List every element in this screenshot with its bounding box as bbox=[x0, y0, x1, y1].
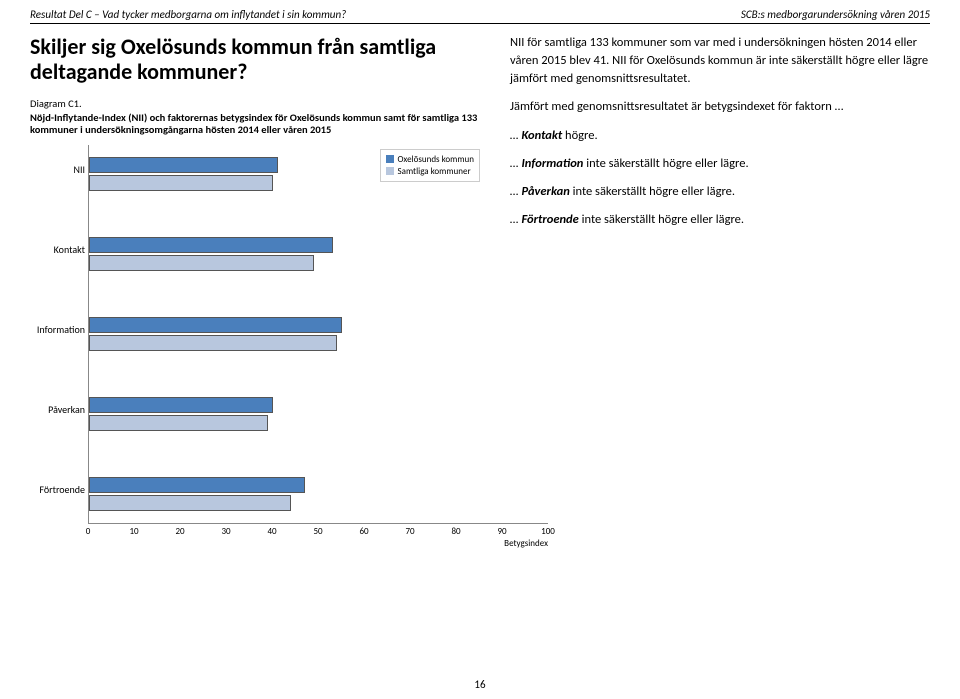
category-label: Förtroende bbox=[31, 483, 85, 496]
x-tick: 80 bbox=[451, 526, 460, 537]
x-tick: 90 bbox=[497, 526, 506, 537]
bar-series1 bbox=[89, 397, 273, 413]
page-number: 16 bbox=[474, 678, 485, 691]
page-header: Resultat Del C – Vad tycker medborgarna … bbox=[30, 0, 930, 24]
bar-series2 bbox=[89, 495, 291, 511]
page-title: Skiljer sig Oxelösunds kommun från samtl… bbox=[30, 34, 490, 85]
category-label: Kontakt bbox=[31, 243, 85, 256]
bullet-tail: inte säkerställt högre eller lägre. bbox=[583, 156, 748, 171]
x-tick: 10 bbox=[129, 526, 138, 537]
bar-series2 bbox=[89, 415, 268, 431]
x-axis-label: Betygsindex bbox=[504, 538, 548, 549]
category-label: NII bbox=[31, 163, 85, 176]
x-tick: 50 bbox=[313, 526, 322, 537]
bullet-line: … Information inte säkerställt högre ell… bbox=[510, 155, 930, 173]
x-tick: 70 bbox=[405, 526, 414, 537]
bar-series1 bbox=[89, 237, 333, 253]
header-right: SCB:s medborgarundersökning våren 2015 bbox=[741, 8, 930, 21]
bar-series2 bbox=[89, 255, 314, 271]
bullet-tail: inte säkerställt högre eller lägre. bbox=[570, 184, 735, 199]
bar-series1 bbox=[89, 477, 305, 493]
bar-chart: Oxelösunds kommun Samtliga kommuner NIIK… bbox=[30, 145, 490, 551]
x-tick: 0 bbox=[86, 526, 91, 537]
category-label: Påverkan bbox=[31, 403, 85, 416]
bullet-tail: inte säkerställt högre eller lägre. bbox=[579, 212, 744, 227]
bar-series2 bbox=[89, 175, 273, 191]
right-column: NII för samtliga 133 kommuner som var me… bbox=[510, 34, 930, 551]
chart-x-axis: Betygsindex 0102030405060708090100 bbox=[88, 523, 548, 551]
ellipsis: … bbox=[510, 128, 521, 143]
bullet-line: … Kontakt högre. bbox=[510, 127, 930, 145]
bar-series1 bbox=[89, 157, 278, 173]
bar-series2 bbox=[89, 335, 337, 351]
x-tick: 60 bbox=[359, 526, 368, 537]
header-left: Resultat Del C – Vad tycker medborgarna … bbox=[30, 8, 346, 21]
bullet-line: … Förtroende inte säkerställt högre elle… bbox=[510, 211, 930, 229]
left-column: Skiljer sig Oxelösunds kommun från samtl… bbox=[30, 34, 490, 551]
paragraph: Jämfört med genomsnittsresultatet är bet… bbox=[510, 98, 930, 116]
bullet-line: … Påverkan inte säkerställt högre eller … bbox=[510, 183, 930, 201]
x-tick: 100 bbox=[541, 526, 555, 537]
main-columns: Skiljer sig Oxelösunds kommun från samtl… bbox=[30, 34, 930, 551]
x-tick: 30 bbox=[221, 526, 230, 537]
chart-plot-area: NIIKontaktInformationPåverkanFörtroende bbox=[88, 145, 548, 523]
x-tick: 20 bbox=[175, 526, 184, 537]
diagram-label: Diagram C1. bbox=[30, 97, 490, 110]
diagram-caption: Nöjd-Inflytande-Index (NII) och faktorer… bbox=[30, 112, 490, 137]
factor-name: Kontakt bbox=[521, 128, 562, 143]
bullet-tail: högre. bbox=[562, 128, 597, 143]
x-tick: 40 bbox=[267, 526, 276, 537]
paragraph: NII för samtliga 133 kommuner som var me… bbox=[510, 34, 930, 88]
bar-series1 bbox=[89, 317, 342, 333]
category-label: Information bbox=[31, 323, 85, 336]
